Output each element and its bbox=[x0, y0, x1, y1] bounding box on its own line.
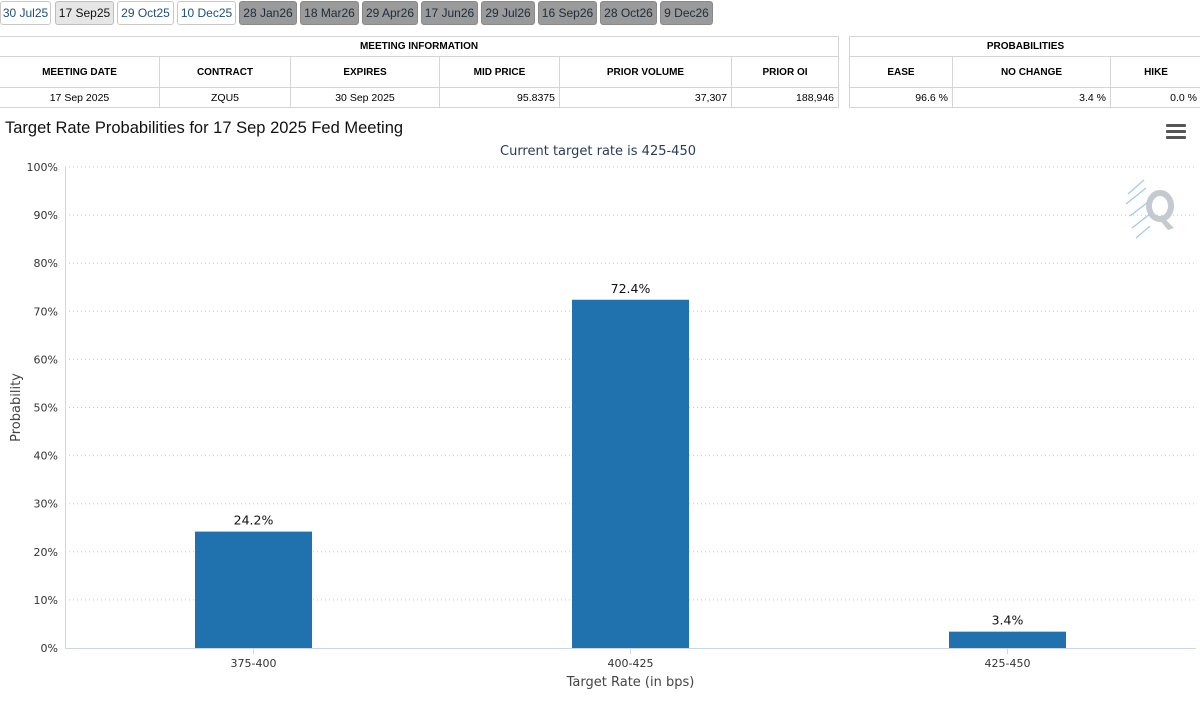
tab-29-oct25[interactable]: 29 Oct25 bbox=[117, 1, 174, 25]
y-tick-label: 40% bbox=[34, 450, 58, 463]
col-ease: EASE bbox=[849, 56, 953, 88]
chart-title: Target Rate Probabilities for 17 Sep 202… bbox=[5, 119, 404, 137]
tab-29-apr26[interactable]: 29 Apr26 bbox=[362, 1, 418, 25]
tab-17-jun26[interactable]: 17 Jun26 bbox=[421, 1, 478, 25]
tab-28-jan26[interactable]: 28 Jan26 bbox=[239, 1, 297, 25]
data-label: 24.2% bbox=[234, 513, 274, 528]
contract-value: ZQU5 bbox=[159, 87, 291, 108]
y-tick-label: 30% bbox=[34, 498, 58, 511]
table-row: 17 Sep 2025 ZQU5 30 Sep 2025 95.8375 37,… bbox=[0, 87, 840, 108]
tab-10-dec25[interactable]: 10 Dec25 bbox=[177, 1, 236, 25]
x-axis-title: Target Rate (in bps) bbox=[566, 675, 695, 690]
bar bbox=[949, 631, 1066, 648]
y-axis-title: Probability bbox=[9, 373, 24, 442]
y-tick-label: 60% bbox=[34, 353, 58, 366]
col-mid-price: MID PRICE bbox=[439, 56, 560, 88]
col-hike: HIKE bbox=[1109, 56, 1200, 88]
tab-30-jul25[interactable]: 30 Jul25 bbox=[0, 1, 51, 25]
prior-oi-value: 188,946 bbox=[730, 87, 840, 108]
col-contract: CONTRACT bbox=[159, 56, 291, 88]
x-tick-label: 375-400 bbox=[231, 657, 277, 670]
data-label: 72.4% bbox=[611, 281, 651, 296]
col-no-change: NO CHANGE bbox=[952, 56, 1111, 88]
tab-28-oct26[interactable]: 28 Oct26 bbox=[600, 1, 657, 25]
tab-17-sep25[interactable]: 17 Sep25 bbox=[55, 1, 114, 25]
y-tick-label: 80% bbox=[34, 257, 58, 270]
chart-subtitle: Current target rate is 425-450 bbox=[500, 144, 696, 159]
mid-price-value: 95.8375 bbox=[439, 87, 560, 108]
col-meeting-date: MEETING DATE bbox=[0, 56, 160, 88]
expires-value: 30 Sep 2025 bbox=[290, 87, 440, 108]
bar bbox=[195, 531, 312, 648]
col-prior-oi: PRIOR OI bbox=[730, 56, 840, 88]
y-tick-label: 20% bbox=[34, 546, 58, 559]
chart-menu-icon[interactable] bbox=[1166, 124, 1186, 142]
tab-16-sep26[interactable]: 16 Sep26 bbox=[538, 1, 597, 25]
x-tick-label: 425-450 bbox=[985, 657, 1031, 670]
y-tick-label: 0% bbox=[41, 642, 58, 655]
y-tick-label: 10% bbox=[34, 594, 58, 607]
hike-value: 0.0 % bbox=[1109, 87, 1200, 108]
tab-18-mar26[interactable]: 18 Mar26 bbox=[300, 1, 359, 25]
tab-9-dec26[interactable]: 9 Dec26 bbox=[660, 1, 713, 25]
x-tick-label: 400-425 bbox=[608, 657, 654, 670]
y-tick-label: 90% bbox=[34, 209, 58, 222]
col-expires: EXPIRES bbox=[290, 56, 440, 88]
meeting-date-value: 17 Sep 2025 bbox=[0, 87, 160, 108]
table-row: 96.6 % 3.4 % 0.0 % bbox=[849, 87, 1200, 108]
y-tick-label: 70% bbox=[34, 305, 58, 318]
probabilities-table: PROBABILITIES EASE NO CHANGE HIKE 96.6 %… bbox=[848, 36, 1200, 108]
data-label: 3.4% bbox=[992, 613, 1024, 628]
bar bbox=[572, 299, 689, 648]
y-tick-label: 50% bbox=[34, 402, 58, 415]
y-tick-label: 100% bbox=[27, 161, 58, 174]
meeting-information-table: MEETING INFORMATION MEETING DATE CONTRAC… bbox=[0, 36, 840, 108]
tab-29-jul26[interactable]: 29 Jul26 bbox=[481, 1, 535, 25]
q-logo-icon bbox=[1125, 179, 1175, 239]
